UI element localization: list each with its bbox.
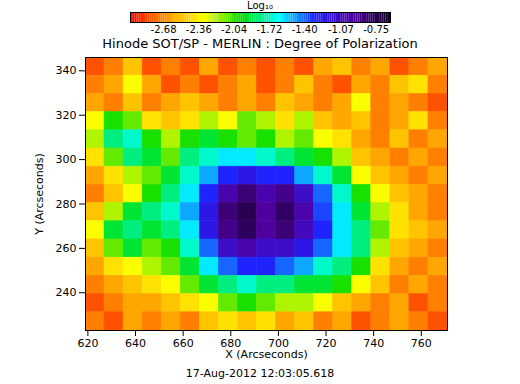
svg-text:-1.72: -1.72 bbox=[256, 24, 282, 35]
svg-text:280: 280 bbox=[56, 198, 77, 211]
svg-text:300: 300 bbox=[56, 153, 77, 166]
svg-text:X (Arcseconds): X (Arcseconds) bbox=[225, 348, 307, 361]
svg-text:260: 260 bbox=[56, 242, 77, 255]
svg-text:-1.07: -1.07 bbox=[328, 24, 354, 35]
svg-text:760: 760 bbox=[411, 337, 432, 350]
svg-text:-2.04: -2.04 bbox=[221, 24, 247, 35]
svg-text:660: 660 bbox=[173, 337, 194, 350]
svg-text:620: 620 bbox=[77, 337, 98, 350]
svg-text:320: 320 bbox=[56, 109, 77, 122]
svg-text:-0.75: -0.75 bbox=[363, 24, 389, 35]
svg-text:640: 640 bbox=[125, 337, 146, 350]
html-text:Log₁₀: Log₁₀ bbox=[247, 0, 273, 11]
html-text:Hinode SOT/SP - MERLIN : Degre: Hinode SOT/SP - MERLIN : Degree of Polar… bbox=[102, 36, 418, 51]
svg-text:340: 340 bbox=[56, 64, 77, 77]
svg-text:-2.68: -2.68 bbox=[151, 24, 177, 35]
svg-text:-2.36: -2.36 bbox=[186, 24, 212, 35]
svg-text:-1.40: -1.40 bbox=[292, 24, 318, 35]
svg-text:740: 740 bbox=[363, 337, 384, 350]
svg-text:680: 680 bbox=[220, 337, 242, 351]
html-text:17-Aug-2012 12:03:05.618: 17-Aug-2012 12:03:05.618 bbox=[185, 367, 335, 380]
svg-text:240: 240 bbox=[56, 286, 77, 299]
svg-text:Y (Arcseconds): Y (Arcseconds) bbox=[33, 153, 46, 236]
svg-text:700: 700 bbox=[267, 337, 289, 351]
svg-text:720: 720 bbox=[316, 337, 337, 350]
